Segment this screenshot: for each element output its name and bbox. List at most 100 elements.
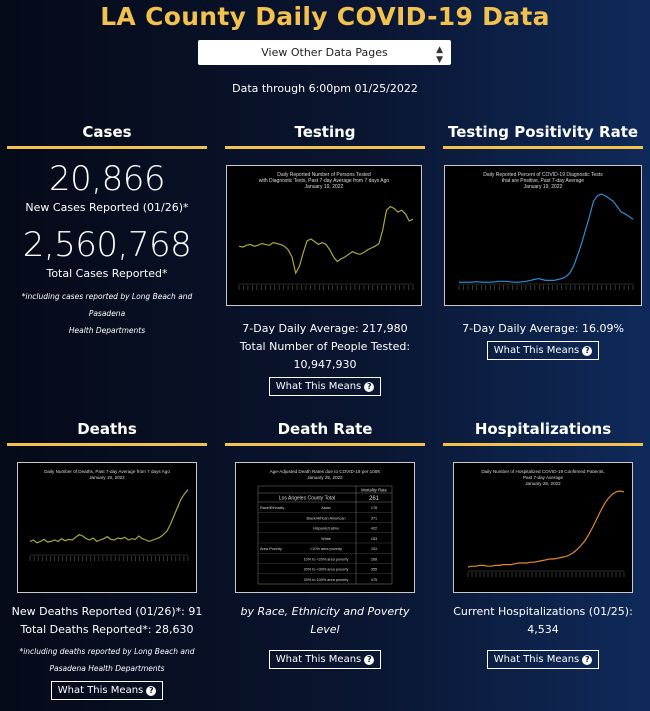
death-rate-stats: by Race, Ethnicity and Poverty Level Wha… [225, 603, 425, 669]
table-title-line2: January 25, 2022 [307, 475, 343, 480]
testing-section: Testing [225, 120, 425, 149]
cases-note-line1: *including cases reported by Long Beach … [21, 292, 193, 318]
table-row-value: 422 [371, 527, 377, 531]
death-rate-section: Death Rate [225, 417, 425, 446]
table-row-label: 10% to <20% area poverty [304, 557, 349, 561]
testing-stats: 7-Day Daily Average: 217,980 Total Numbe… [225, 320, 425, 396]
deaths-stats: New Deaths Reported (01/26)*: 91 Total D… [7, 603, 207, 700]
table-row-label: Hispanic/Latino [313, 527, 339, 531]
table-total-label: Los Angeles County Total [279, 496, 335, 502]
chart-title-line1: Daily Number of Deaths, Past 7-day Avera… [44, 469, 170, 474]
new-cases-label: New Cases Reported (01/26)* [25, 201, 189, 214]
positivity-stat-average: 7-Day Daily Average: 16.09% [462, 322, 624, 335]
question-circle-icon: ? [582, 655, 593, 665]
table-row-label: <10% area poverty [310, 547, 342, 551]
table-row-value: 355 [371, 568, 377, 572]
chart-title-line1: Daily Reported Percent of COVID-19 Diagn… [483, 172, 603, 178]
new-cases-value: 20,866 [49, 159, 165, 199]
death-rate-info-button[interactable]: What This Means? [268, 650, 382, 669]
button-label: What This Means [275, 381, 362, 392]
series-line [467, 490, 625, 568]
table-row-value: 178 [371, 506, 377, 510]
positivity-chart[interactable]: Daily Reported Percent of COVID-19 Diagn… [444, 165, 642, 306]
positivity-stats: 7-Day Daily Average: 16.09% What This Me… [443, 320, 643, 360]
table-row-value: 475 [371, 578, 377, 582]
deaths-note-line2: Pasadena Health Departments [49, 664, 165, 673]
series-line [29, 489, 189, 544]
positivity-info-button[interactable]: What This Means? [486, 341, 600, 360]
chart-title-line3: January 25, 2022 [525, 481, 561, 486]
chart-title-line1: Daily Reported Number of Persons Tested [277, 172, 371, 178]
testing-stat-average: 7-Day Daily Average: 217,980 [242, 322, 408, 335]
testing-heading: Testing [294, 123, 356, 141]
hospitalizations-heading: Hospitalizations [474, 420, 612, 438]
button-label: What This Means [493, 654, 580, 665]
chart-title-line3: January 19, 2022 [305, 184, 344, 190]
deaths-heading: Deaths [77, 420, 137, 438]
cases-section: Cases 20,866 New Cases Reported (01/26)*… [7, 120, 207, 339]
table-row-group: Area Poverty [260, 547, 282, 551]
question-circle-icon: ? [582, 346, 593, 356]
death-rate-heading: Death Rate [277, 420, 373, 438]
testing-line-series [238, 205, 414, 290]
chart-title-line3: January 19, 2022 [524, 184, 563, 190]
positivity-section: Testing Positivity Rate [443, 120, 643, 149]
series-line [238, 205, 414, 275]
deaths-note-line1: *including deaths reported by Long Beach… [19, 647, 195, 656]
chart-title-line2: that are Positive, Past 7-day Average [502, 178, 584, 184]
table-row-group: Race/Ethnicity [260, 506, 284, 510]
positivity-rule [443, 146, 643, 149]
table-row-label: 30% to 100% area poverty [304, 578, 349, 582]
chart-title-line2: January 19, 2022 [89, 475, 125, 480]
chart-title-line2: Past 7-day Average [523, 475, 563, 480]
button-label: What This Means [57, 685, 144, 696]
testing-rule [225, 146, 425, 149]
table-row-value: 371 [371, 516, 377, 520]
question-circle-icon: ? [364, 382, 375, 392]
total-cases-value: 2,560,768 [22, 225, 192, 265]
table-row-label: Asian [321, 506, 331, 510]
deaths-section: Deaths [7, 417, 207, 446]
hospitalizations-stat-current: Current Hospitalizations (01/25): 4,534 [453, 605, 633, 636]
positivity-heading: Testing Positivity Rate [447, 123, 639, 141]
table-total-value: 261 [369, 496, 380, 502]
total-cases-label: Total Cases Reported* [46, 267, 168, 280]
data-through-text: Data through 6:00pm 01/25/2022 [232, 82, 418, 95]
table-rows: Race/Ethnicity Asian 178 Black/African Amer… [258, 506, 392, 585]
death-rate-rule [225, 443, 425, 446]
chart-title-line2: with Diagnostic Tests, Past 7-day Averag… [259, 178, 390, 184]
table-title-line1: Age-Adjusted Death Rates due to COVID-19… [270, 469, 382, 474]
question-circle-icon: ? [146, 686, 157, 696]
chart-title-line1: Daily Number of Hospitalized COVID-19 Co… [481, 469, 604, 474]
select-label: View Other Data Pages [261, 46, 388, 59]
table-row-label: White [321, 537, 331, 541]
data-pages-select[interactable]: View Other Data Pages ▲ ▼ [198, 40, 451, 65]
deaths-chart[interactable]: Daily Number of Deaths, Past 7-day Avera… [17, 462, 197, 593]
deaths-stat-new: New Deaths Reported (01/26)*: 91 [11, 605, 203, 618]
series-line [459, 193, 634, 283]
hospitalizations-info-button[interactable]: What This Means? [486, 650, 600, 669]
table-col-header: Mortality Rate [361, 488, 388, 493]
table-row-value: 268 [371, 557, 377, 561]
death-rate-caption: by Race, Ethnicity and Poverty Level [240, 605, 410, 636]
cases-heading: Cases [82, 123, 132, 141]
table-row-label: Black/African American [306, 516, 345, 520]
deaths-info-button[interactable]: What This Means? [50, 681, 164, 700]
table-row-value: 153 [371, 537, 377, 541]
testing-stat-total: Total Number of People Tested: 10,947,93… [239, 340, 411, 371]
table-row-value: 151 [371, 547, 377, 551]
cases-note-line2: Health Departments [68, 326, 146, 335]
button-label: What This Means [493, 345, 580, 356]
deaths-stat-total: Total Deaths Reported*: 28,630 [20, 623, 194, 636]
question-circle-icon: ? [364, 655, 375, 665]
deaths-rule [7, 443, 207, 446]
testing-chart[interactable]: Daily Reported Number of Persons Tested … [226, 165, 422, 306]
hospitalizations-rule [443, 443, 643, 446]
hospitalizations-stats: Current Hospitalizations (01/25): 4,534 … [443, 603, 643, 669]
hospitalizations-chart[interactable]: Daily Number of Hospitalized COVID-19 Co… [453, 462, 633, 593]
deaths-line-series [29, 489, 189, 561]
testing-info-button[interactable]: What This Means? [268, 377, 382, 396]
button-label: What This Means [275, 654, 362, 665]
death-rate-table[interactable]: Age-Adjusted Death Rates due to COVID-19… [235, 462, 415, 593]
cases-rule [7, 146, 207, 149]
